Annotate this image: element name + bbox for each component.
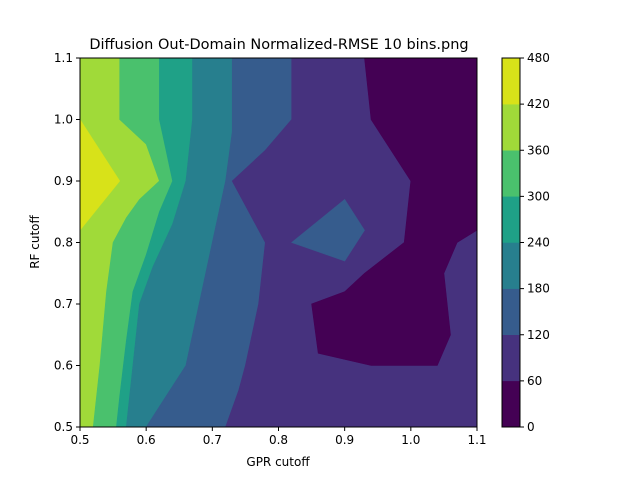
- y-tick-label: 0.6: [54, 359, 73, 373]
- colorbar-band: [501, 196, 521, 243]
- colorbar-tick-label: 180: [527, 282, 550, 296]
- x-tick-label: 0.7: [203, 433, 222, 447]
- colorbar-band: [501, 380, 521, 428]
- colorbar-tick-label: 120: [527, 328, 550, 342]
- y-tick-label: 1.1: [54, 51, 73, 65]
- colorbar-band: [501, 242, 521, 289]
- chart-title: Diffusion Out-Domain Normalized-RMSE 10 …: [89, 37, 468, 53]
- colorbar-band: [501, 150, 521, 197]
- colorbar-tick-label: 300: [527, 189, 550, 203]
- colorbar-band: [501, 57, 521, 105]
- y-tick-label: 0.7: [54, 297, 73, 311]
- x-axis-ticks: 0.5 0.6 0.7 0.8 0.9 1.0 1.1: [70, 427, 487, 447]
- y-tick-label: 1.0: [54, 113, 73, 127]
- x-tick-label: 0.8: [269, 433, 288, 447]
- x-tick-label: 1.1: [467, 433, 486, 447]
- y-axis-ticks: 0.5 0.6 0.7 0.8 0.9 1.0 1.1: [54, 51, 80, 434]
- x-axis-label: GPR cutoff: [246, 455, 310, 469]
- x-tick-label: 0.9: [335, 433, 354, 447]
- colorbar-tick-label: 0: [527, 420, 535, 434]
- colorbar: [501, 57, 521, 428]
- colorbar-tick-label: 360: [527, 143, 550, 157]
- x-tick-label: 1.0: [401, 433, 420, 447]
- colorbar-tick-label: 60: [527, 374, 542, 388]
- colorbar-tick-label: 480: [527, 51, 550, 65]
- colorbar-ticks: 0 60 120 180 240 300 360 420 480: [520, 51, 550, 434]
- colorbar-band: [501, 334, 521, 382]
- colorbar-tick-label: 240: [527, 236, 550, 250]
- contour-region-7: [311, 57, 478, 366]
- y-tick-label: 0.8: [54, 236, 73, 250]
- x-tick-label: 0.6: [137, 433, 156, 447]
- x-tick-label: 0.5: [70, 433, 89, 447]
- colorbar-band: [501, 288, 521, 335]
- colorbar-tick-label: 420: [527, 97, 550, 111]
- y-tick-label: 0.5: [54, 420, 73, 434]
- y-tick-label: 0.9: [54, 174, 73, 188]
- contour-regions: [79, 57, 478, 428]
- y-axis-label: RF cutoff: [28, 214, 42, 268]
- colorbar-band: [501, 103, 521, 151]
- contour-region-8: [291, 199, 365, 262]
